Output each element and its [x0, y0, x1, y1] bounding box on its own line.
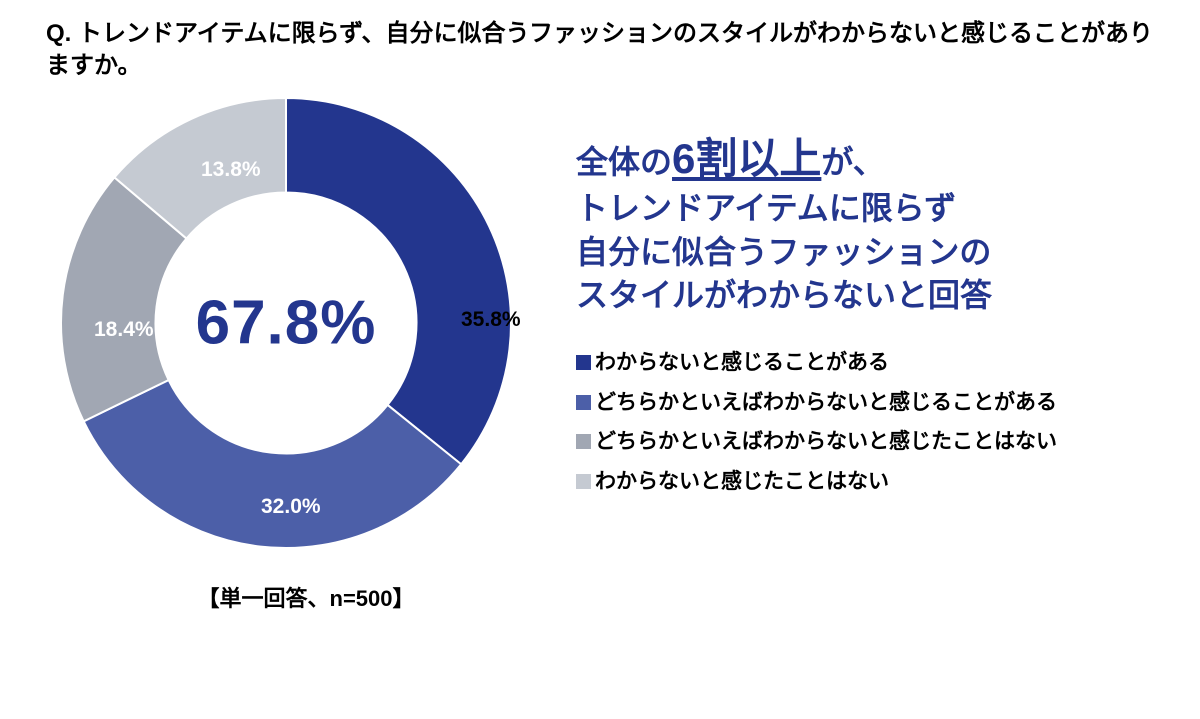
- legend-swatch-0: [576, 355, 591, 370]
- headline-line1-big: 6割以上: [672, 135, 821, 182]
- legend-item-3: わからないと感じたことはない: [576, 464, 1172, 500]
- headline: 全体の6割以上が、 トレンドアイテムに限らず 自分に似合うファッションの スタイ…: [576, 131, 1172, 317]
- headline-line1-suffix: が、: [821, 144, 884, 180]
- content-columns: 67.8% 35.8% 32.0% 18.4% 13.8% 【単一回答、n=50…: [46, 93, 1172, 613]
- legend-swatch-1: [576, 395, 591, 410]
- headline-line1: 全体の6割以上が、: [576, 131, 1172, 188]
- legend-swatch-3: [576, 474, 591, 489]
- headline-line2: トレンドアイテムに限らず: [576, 187, 1172, 230]
- chart-column: 67.8% 35.8% 32.0% 18.4% 13.8% 【単一回答、n=50…: [46, 93, 566, 613]
- headline-line4: スタイルがわからないと回答: [576, 274, 1172, 317]
- slice-pct-0: 35.8%: [461, 308, 521, 332]
- legend-label-1: どちらかといえばわからないと感じることがある: [595, 391, 1057, 414]
- chart-caption: 【単一回答、n=500】: [46, 581, 566, 613]
- slice-pct-1: 32.0%: [261, 495, 321, 519]
- legend-swatch-2: [576, 434, 591, 449]
- page: Q. トレンドアイテムに限らず、自分に似合うファッションのスタイルがわからないと…: [0, 0, 1200, 719]
- legend-item-1: どちらかといえばわからないと感じることがある: [576, 385, 1172, 421]
- legend-label-0: わからないと感じることがある: [595, 351, 889, 374]
- question-text: Q. トレンドアイテムに限らず、自分に似合うファッションのスタイルがわからないと…: [46, 18, 1172, 83]
- legend-item-2: どちらかといえばわからないと感じたことはない: [576, 424, 1172, 460]
- slice-pct-3: 13.8%: [201, 158, 261, 182]
- slice-pct-2: 18.4%: [94, 318, 154, 342]
- legend: わからないと感じることがある どちらかといえばわからないと感じることがある どち…: [576, 345, 1172, 500]
- donut-chart: 67.8% 35.8% 32.0% 18.4% 13.8%: [56, 93, 516, 553]
- right-column: 全体の6割以上が、 トレンドアイテムに限らず 自分に似合うファッションの スタイ…: [566, 93, 1172, 504]
- headline-line3: 自分に似合うファッションの: [576, 231, 1172, 274]
- headline-line1-prefix: 全体の: [576, 144, 672, 180]
- legend-label-3: わからないと感じたことはない: [595, 470, 889, 493]
- legend-item-0: わからないと感じることがある: [576, 345, 1172, 381]
- legend-label-2: どちらかといえばわからないと感じたことはない: [595, 430, 1057, 453]
